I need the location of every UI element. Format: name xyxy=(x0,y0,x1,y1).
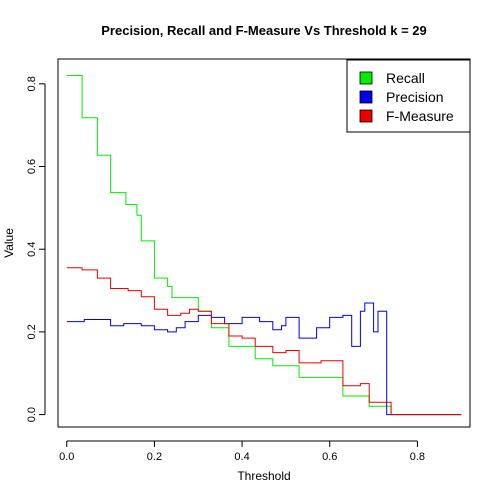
y-tick-label: 0.0 xyxy=(26,407,38,422)
series-line-recall xyxy=(66,75,462,416)
x-tick-label: 0.0 xyxy=(59,451,74,463)
x-tick-label: 0.4 xyxy=(234,451,249,463)
y-tick-label: 0.2 xyxy=(26,324,38,339)
series-line-precision xyxy=(66,302,462,416)
y-tick-label: 0.8 xyxy=(26,76,38,91)
y-tick-label: 0.6 xyxy=(26,159,38,174)
x-axis: 0.0 0.2 0.4 0.6 0.8 xyxy=(59,440,425,463)
y-axis-label: Value xyxy=(2,228,16,258)
legend-swatch xyxy=(359,71,373,85)
plot-frame xyxy=(57,58,471,428)
legend-swatch xyxy=(359,109,373,123)
x-tick-label: 0.6 xyxy=(322,451,337,463)
legend-label: Recall xyxy=(386,70,425,86)
x-tick-label: 0.2 xyxy=(147,451,162,463)
legend-swatch xyxy=(359,90,373,104)
x-tick-label: 0.8 xyxy=(410,451,425,463)
y-axis: 0.0 0.2 0.4 0.6 0.8 xyxy=(26,76,46,422)
legend: Recall Precision F-Measure xyxy=(346,59,471,133)
y-tick-label: 0.4 xyxy=(26,242,38,257)
legend-label: F-Measure xyxy=(386,108,454,124)
x-axis-label: Threshold xyxy=(237,469,290,483)
chart-title: Precision, Recall and F-Measure Vs Thres… xyxy=(101,23,426,38)
series-line-f-measure xyxy=(66,267,462,416)
series-group xyxy=(66,75,462,416)
legend-label: Precision xyxy=(386,89,444,105)
